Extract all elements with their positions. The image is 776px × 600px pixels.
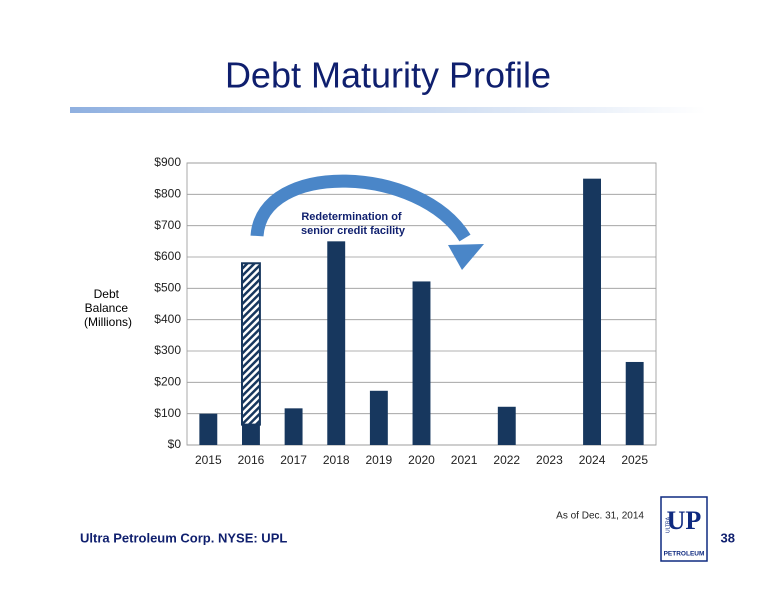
y-tick-label: $600 — [154, 249, 181, 263]
logo-frame — [660, 496, 708, 562]
bar — [242, 424, 260, 445]
x-tick-label: 2023 — [536, 453, 563, 467]
slide-title: Debt Maturity Profile — [225, 55, 551, 96]
y-tick-label: $900 — [154, 155, 181, 169]
plot: $0 $100 $200 $300 $400 $500 $600 $700 $800 $900 20… — [154, 155, 657, 467]
hatched-bar — [241, 262, 261, 426]
x-tick-label: 2021 — [451, 453, 478, 467]
annotation: Redetermination of senior credit facilit… — [301, 211, 406, 237]
bar — [497, 406, 516, 445]
x-tick-label: 2015 — [195, 453, 222, 467]
arrow-body — [250, 174, 471, 242]
x-tick-label: 2020 — [408, 453, 435, 467]
logo: UP ULTRA PETROLEUM — [660, 496, 708, 562]
y-axis-label: Debt Balance (Millions) — [84, 287, 132, 329]
annotation-line: Redetermination of — [301, 211, 402, 223]
y-tick-label: $0 — [168, 437, 182, 451]
bar — [412, 281, 431, 445]
arrow-head — [448, 244, 484, 270]
bar — [625, 361, 644, 445]
y-tick-label: $800 — [154, 187, 181, 201]
title-rule — [70, 107, 706, 113]
bar — [284, 408, 303, 445]
y-tick-label: $100 — [154, 406, 181, 420]
bar — [369, 390, 388, 445]
y-tick-label: $700 — [154, 218, 181, 232]
y-axis-label-line: (Millions) — [84, 315, 132, 329]
y-axis-label-line: Balance — [85, 301, 129, 315]
x-tick-label: 2016 — [238, 453, 265, 467]
x-tick-label: 2025 — [621, 453, 648, 467]
y-tick-label: $500 — [154, 281, 181, 295]
page-number: 38 — [721, 530, 735, 545]
logo-top: ULTRA — [665, 516, 671, 533]
x-tick-label: 2017 — [280, 453, 307, 467]
bar — [583, 178, 601, 445]
note: As of Dec. 31, 2014 — [556, 511, 644, 522]
y-tick-label: $300 — [154, 343, 181, 357]
footer: Ultra Petroleum Corp. NYSE: UPL — [80, 530, 287, 545]
bar — [327, 241, 346, 445]
x-tick-label: 2019 — [366, 453, 393, 467]
y-axis-label-line: Debt — [94, 287, 120, 301]
x-tick-label: 2024 — [579, 453, 606, 467]
logo-mark: UP — [667, 506, 702, 535]
x-tick-label: 2022 — [493, 453, 520, 467]
x-tick-label: 2018 — [323, 453, 350, 467]
logo-bottom: PETROLEUM — [664, 551, 705, 558]
bar — [199, 413, 218, 445]
arrow — [250, 174, 484, 270]
annotation-line: senior credit facility — [301, 225, 406, 237]
y-tick-label: $200 — [154, 375, 181, 389]
y-tick-label: $400 — [154, 312, 181, 326]
